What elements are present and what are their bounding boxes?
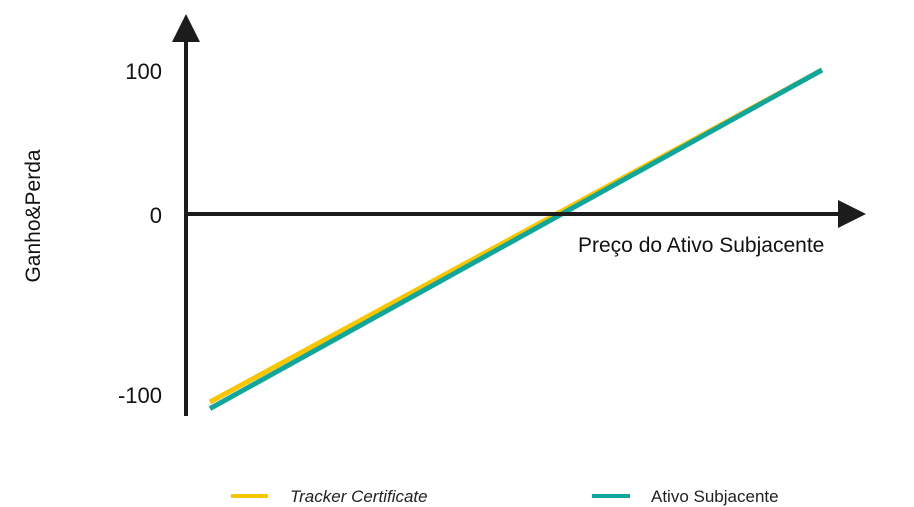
axes (172, 14, 866, 416)
y-axis-arrow-icon (172, 14, 200, 42)
y-tick-label-0: 0 (150, 203, 162, 228)
y-axis-label: Ganho&Perda (22, 149, 45, 282)
legend: Tracker Certificate Ativo Subjacente (231, 487, 779, 506)
x-axis-arrow-icon (838, 200, 866, 228)
series-lines (208, 67, 824, 411)
legend-label-tracker-certificate: Tracker Certificate (290, 487, 428, 506)
legend-label-ativo-subjacente: Ativo Subjacente (651, 487, 779, 506)
x-axis-label: Preço do Ativo Subjacente (578, 234, 824, 257)
series-line-ativo-subjacente (208, 67, 824, 411)
y-tick-label-minus-100: -100 (118, 383, 162, 408)
y-tick-label-100: 100 (125, 59, 162, 84)
